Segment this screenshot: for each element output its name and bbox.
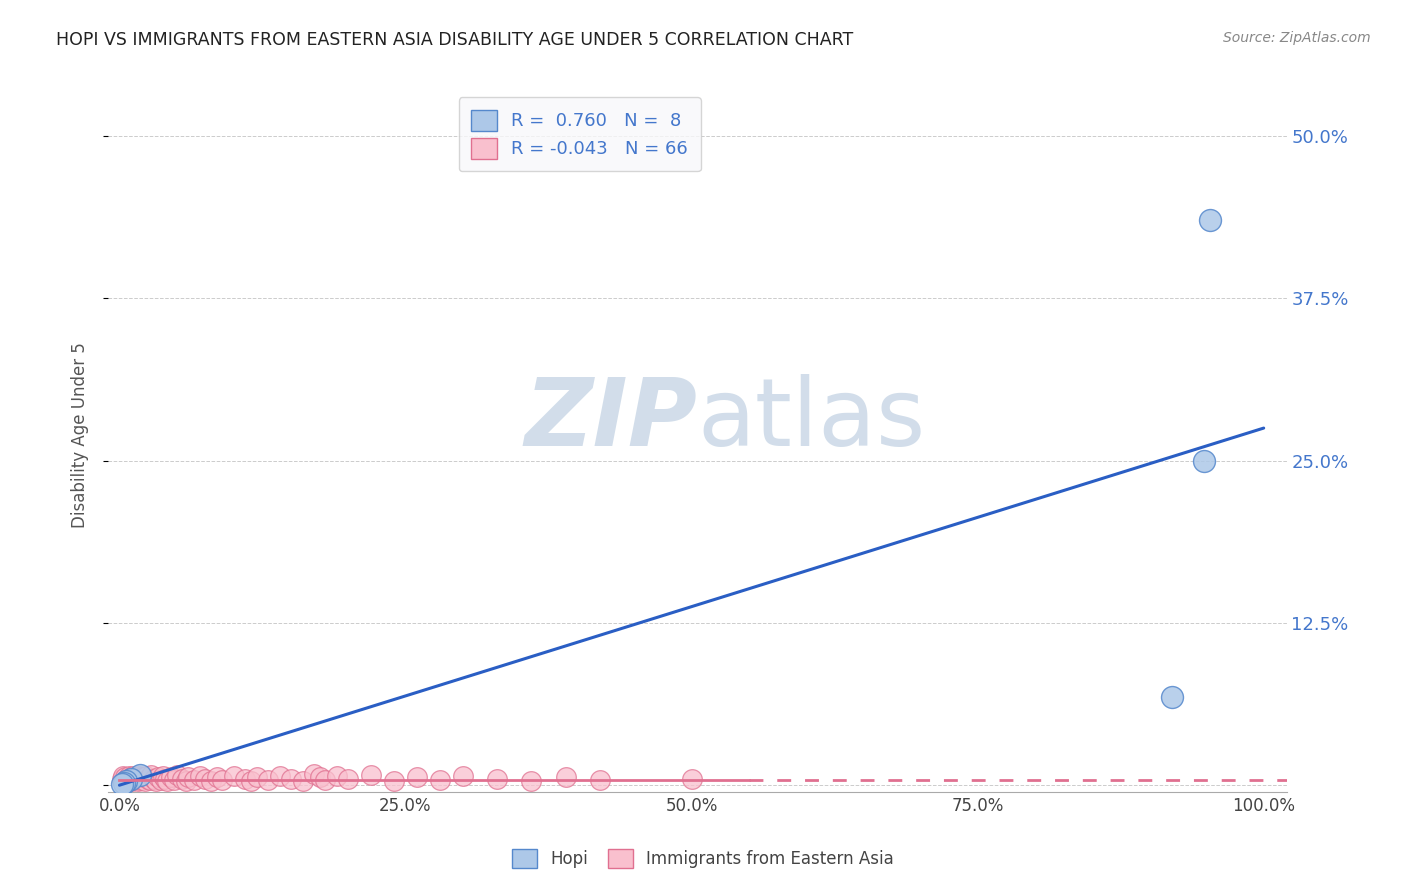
Text: HOPI VS IMMIGRANTS FROM EASTERN ASIA DISABILITY AGE UNDER 5 CORRELATION CHART: HOPI VS IMMIGRANTS FROM EASTERN ASIA DIS…	[56, 31, 853, 49]
Point	[163, 772, 186, 787]
Point	[269, 769, 291, 783]
Point	[139, 772, 162, 787]
Point	[314, 772, 336, 787]
Point	[120, 771, 142, 785]
Text: Source: ZipAtlas.com: Source: ZipAtlas.com	[1223, 31, 1371, 45]
Point	[148, 771, 170, 785]
Point	[520, 774, 543, 789]
Point	[142, 772, 165, 786]
Point	[166, 768, 188, 782]
Point	[125, 771, 148, 785]
Point	[1161, 690, 1184, 704]
Point	[257, 772, 280, 787]
Point	[111, 777, 134, 791]
Point	[121, 774, 143, 789]
Point	[135, 769, 157, 783]
Point	[291, 774, 314, 789]
Text: ZIP: ZIP	[524, 375, 697, 467]
Point	[122, 769, 145, 783]
Point	[172, 772, 194, 786]
Point	[128, 769, 150, 783]
Point	[681, 772, 703, 786]
Point	[129, 768, 152, 782]
Point	[1199, 213, 1222, 227]
Point	[118, 772, 141, 787]
Point	[240, 774, 263, 789]
Point	[160, 771, 183, 785]
Point	[111, 772, 134, 786]
Point	[174, 774, 197, 789]
Point	[153, 772, 176, 786]
Point	[115, 774, 138, 789]
Point	[308, 771, 330, 785]
Point	[131, 771, 153, 785]
Point	[211, 772, 233, 787]
Point	[124, 772, 146, 786]
Point	[127, 774, 149, 789]
Point	[120, 772, 142, 786]
Point	[111, 769, 134, 783]
Y-axis label: Disability Age Under 5: Disability Age Under 5	[72, 342, 89, 527]
Point	[136, 772, 159, 786]
Point	[337, 772, 360, 786]
Point	[115, 772, 138, 787]
Point	[302, 766, 325, 780]
Point	[177, 771, 200, 785]
Point	[112, 775, 135, 789]
Point	[183, 772, 205, 787]
Point	[114, 771, 136, 785]
Point	[156, 774, 179, 789]
Point	[194, 772, 217, 786]
Point	[1192, 453, 1215, 467]
Point	[326, 769, 349, 783]
Point	[152, 769, 174, 783]
Point	[382, 774, 405, 789]
Point	[222, 769, 245, 783]
Point	[129, 772, 152, 786]
Point	[149, 772, 172, 787]
Point	[233, 772, 256, 786]
Point	[554, 771, 576, 785]
Point	[117, 772, 139, 786]
Point	[188, 769, 211, 783]
Point	[205, 771, 228, 785]
Point	[112, 774, 135, 789]
Point	[406, 771, 429, 785]
Point	[117, 769, 139, 783]
Point	[246, 771, 269, 785]
Point	[360, 768, 382, 782]
Point	[141, 768, 163, 782]
Point	[129, 772, 152, 787]
Point	[280, 772, 302, 786]
Legend: R =  0.760   N =  8, R = -0.043   N = 66: R = 0.760 N = 8, R = -0.043 N = 66	[458, 97, 700, 171]
Point	[200, 774, 222, 789]
Point	[451, 769, 474, 783]
Point	[486, 772, 509, 786]
Point	[124, 772, 146, 787]
Legend: Hopi, Immigrants from Eastern Asia: Hopi, Immigrants from Eastern Asia	[505, 842, 901, 875]
Point	[145, 774, 167, 789]
Text: atlas: atlas	[697, 375, 925, 467]
Point	[134, 774, 156, 789]
Point	[589, 772, 612, 787]
Point	[429, 772, 451, 787]
